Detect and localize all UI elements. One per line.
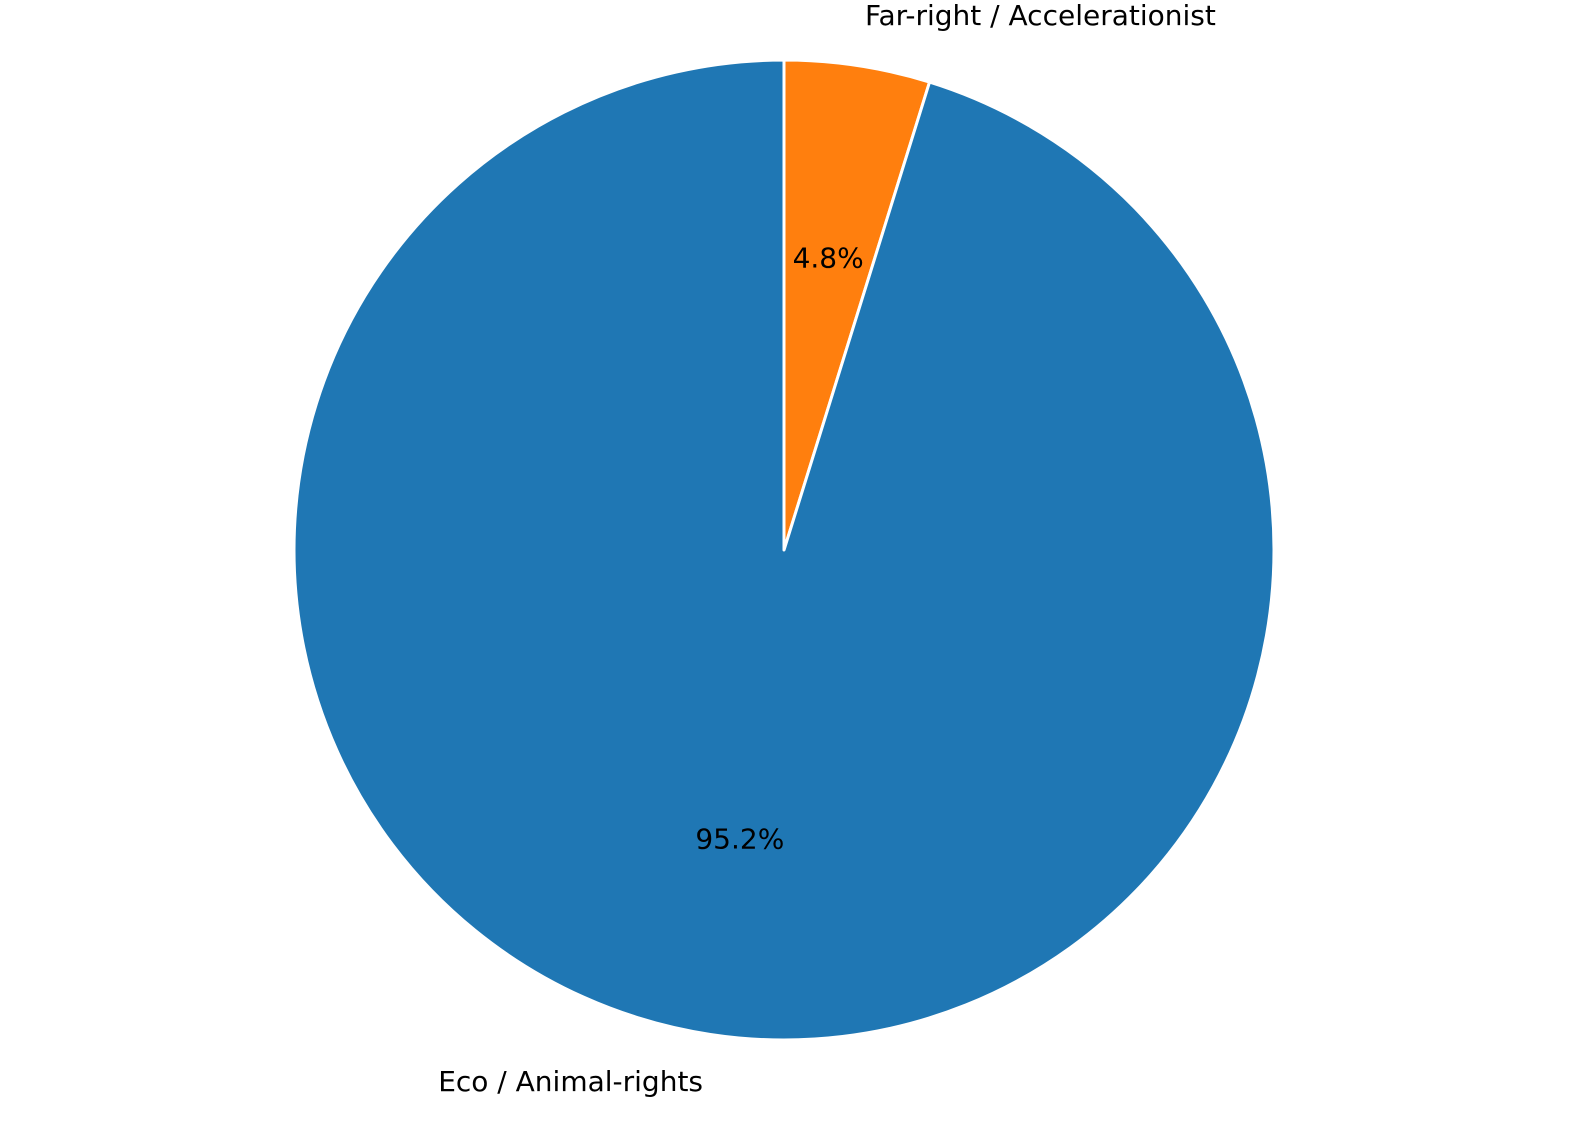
percent-label: 95.2% <box>695 823 784 856</box>
slice-label: Eco / Animal-rights <box>438 1065 703 1098</box>
pie-slice <box>782 58 932 552</box>
percent-label: 4.8% <box>793 241 864 274</box>
pie-slice <box>292 58 1276 1042</box>
slice-label: Far-right / Accelerationist <box>865 0 1216 32</box>
